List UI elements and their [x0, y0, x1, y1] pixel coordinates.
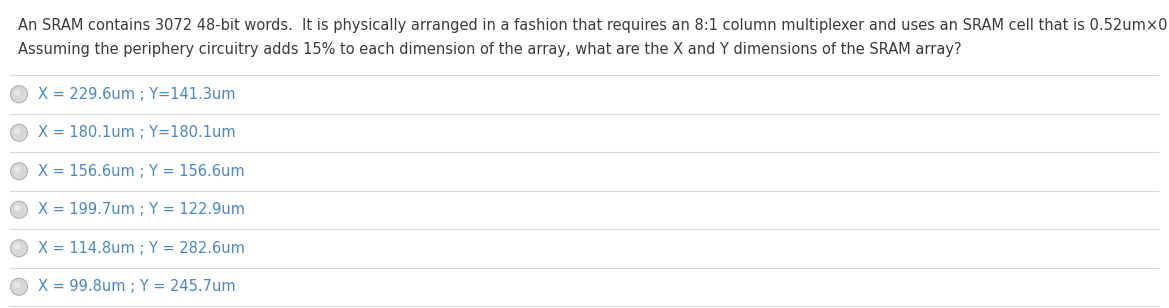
Ellipse shape	[11, 201, 28, 218]
Text: An SRAM contains 3072 48-bit words.  It is physically arranged in a fashion that: An SRAM contains 3072 48-bit words. It i…	[18, 18, 1169, 33]
Ellipse shape	[14, 282, 20, 288]
Text: X = 229.6um ; Y=141.3um: X = 229.6um ; Y=141.3um	[37, 87, 235, 102]
Text: Assuming the periphery circuitry adds 15% to each dimension of the array, what a: Assuming the periphery circuitry adds 15…	[18, 42, 962, 57]
Text: X = 114.8um ; Y = 282.6um: X = 114.8um ; Y = 282.6um	[37, 241, 244, 256]
Ellipse shape	[11, 163, 28, 180]
Text: X = 180.1um ; Y=180.1um: X = 180.1um ; Y=180.1um	[37, 125, 235, 140]
Ellipse shape	[14, 128, 20, 134]
Ellipse shape	[11, 278, 28, 295]
Ellipse shape	[14, 244, 20, 249]
Ellipse shape	[14, 205, 20, 211]
Ellipse shape	[11, 86, 28, 103]
Ellipse shape	[11, 124, 28, 141]
Text: X = 199.7um ; Y = 122.9um: X = 199.7um ; Y = 122.9um	[37, 202, 244, 217]
Ellipse shape	[14, 167, 20, 172]
Ellipse shape	[14, 90, 20, 95]
Ellipse shape	[11, 240, 28, 257]
Text: X = 99.8um ; Y = 245.7um: X = 99.8um ; Y = 245.7um	[37, 279, 235, 294]
Text: X = 156.6um ; Y = 156.6um: X = 156.6um ; Y = 156.6um	[37, 164, 244, 179]
